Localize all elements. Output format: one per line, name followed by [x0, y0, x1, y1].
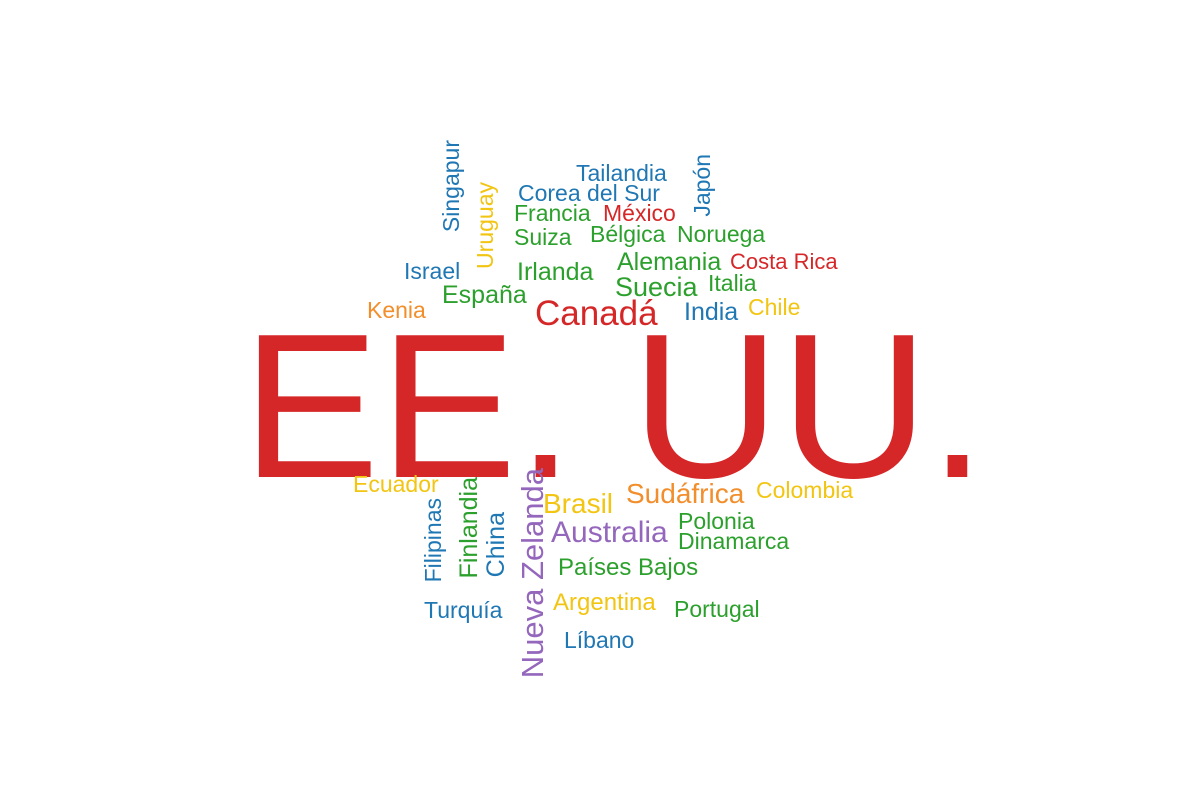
word-suiza: Suiza [514, 224, 572, 250]
word-colombia: Colombia [756, 477, 854, 503]
word-turquia: Turquía [424, 597, 503, 623]
word-dinamarca: Dinamarca [678, 528, 790, 554]
word-japon: Japón [689, 154, 715, 217]
word-canada: Canadá [535, 294, 658, 333]
word-ecuador: Ecuador [353, 471, 439, 497]
word-francia: Francia [514, 200, 591, 226]
word-chile: Chile [748, 294, 801, 320]
word-brasil: Brasil [543, 488, 614, 519]
word-portugal: Portugal [674, 596, 760, 622]
word-argentina: Argentina [553, 589, 656, 616]
word-india: India [684, 298, 739, 326]
word-alemania: Alemania [617, 248, 722, 276]
word-mexico: México [603, 200, 676, 226]
word-suecia: Suecia [615, 272, 698, 302]
word-tailandia: Tailandia [576, 160, 667, 186]
word-australia: Australia [551, 516, 668, 549]
word-china: China [482, 512, 510, 578]
word-noruega: Noruega [677, 221, 766, 247]
word-belgica: Bélgica [590, 221, 666, 247]
word-ee-uu: EE. UU. [242, 291, 987, 521]
word-costa-rica: Costa Rica [730, 249, 838, 274]
word-irlanda: Irlanda [517, 258, 594, 286]
word-kenia: Kenia [367, 297, 426, 323]
word-filipinas: Filipinas [420, 498, 446, 583]
word-paises-bajos: Países Bajos [558, 554, 699, 581]
word-italia: Italia [708, 270, 757, 296]
word-uruguay: Uruguay [472, 182, 498, 269]
word-finlandia: Finlandia [455, 477, 483, 579]
word-polonia: Polonia [678, 508, 755, 534]
word-sudafrica: Sudáfrica [626, 478, 745, 509]
word-nueva-zelanda: Nueva Zelanda [515, 468, 550, 679]
word-israel: Israel [404, 258, 461, 284]
word-espana: España [442, 281, 527, 309]
word-corea-del-sur: Corea del Sur [518, 180, 660, 206]
word-singapur: Singapur [438, 140, 464, 233]
word-libano: Líbano [564, 627, 635, 653]
